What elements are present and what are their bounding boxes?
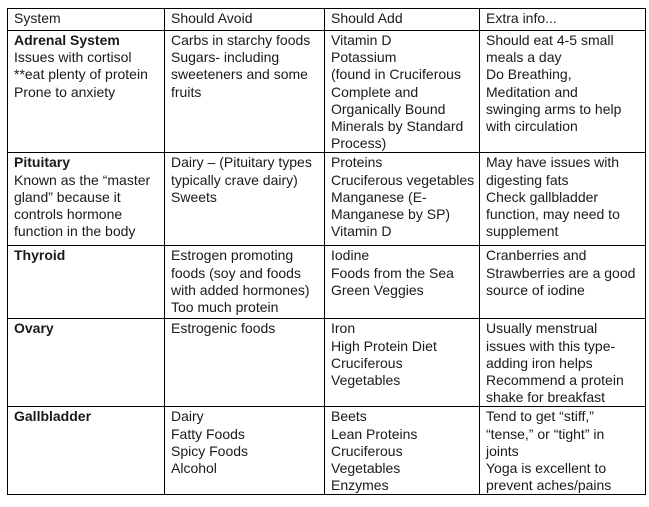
body-systems-table: System Should Avoid Should Add Extra inf…: [7, 8, 646, 496]
table-row-thyroid: Thyroid Estrogen promoting foods (soy an…: [7, 245, 646, 320]
system-name: Adrenal System: [14, 32, 120, 48]
cell-gallbladder-avoid: Dairy Fatty Foods Spicy Foods Alcohol: [164, 406, 325, 496]
cell-adrenal-system: Adrenal System Issues with cortisol **eat…: [7, 29, 165, 154]
cell-thyroid-system: Thyroid: [7, 245, 165, 320]
cell-gallbladder-system: Gallbladder: [7, 406, 165, 496]
system-description: Issues with cortisol **eat plenty of pro…: [14, 49, 148, 100]
cell-pituitary-add: Proteins Cruciferous vegetables Manganes…: [324, 152, 480, 247]
table-row-adrenal: Adrenal System Issues with cortisol **eat…: [7, 29, 646, 154]
cell-pituitary-system: Pituitary Known as the “master gland” bec…: [7, 152, 165, 247]
cell-ovary-add: Iron High Protein Diet Cruciferous Veget…: [324, 318, 480, 408]
cell-adrenal-add: Vitamin D Potassium (found in Cruciferou…: [324, 29, 480, 154]
header-should-avoid: Should Avoid: [164, 8, 325, 31]
table-header-row: System Should Avoid Should Add Extra inf…: [7, 8, 646, 31]
cell-pituitary-extra: May have issues with digesting fats Chec…: [479, 152, 646, 247]
cell-ovary-system: Ovary: [7, 318, 165, 408]
cell-adrenal-extra: Should eat 4-5 small meals a day Do Brea…: [479, 29, 646, 154]
system-name: Gallbladder: [14, 408, 92, 425]
header-system: System: [7, 8, 165, 31]
table-row-ovary: Ovary Estrogenic foods Iron High Protein…: [7, 318, 646, 408]
system-description: Known as the “master gland” because it c…: [14, 171, 151, 240]
cell-gallbladder-add: Beets Lean Proteins Cruciferous Vegetabl…: [324, 406, 480, 496]
cell-thyroid-add: Iodine Foods from the Sea Green Veggies: [324, 245, 480, 320]
system-name: Pituitary: [14, 154, 71, 171]
cell-pituitary-avoid: Dairy – (Pituitary types typically crave…: [164, 152, 325, 247]
system-name: Thyroid: [14, 247, 66, 264]
cell-thyroid-extra: Cranberries and Strawberries are a good …: [479, 245, 646, 320]
table-row-gallbladder: Gallbladder Dairy Fatty Foods Spicy Food…: [7, 406, 646, 496]
cell-gallbladder-extra: Tend to get “stiff,” “tense,” or “tight”…: [479, 406, 646, 496]
cell-ovary-extra: Usually menstrual issues with this type-…: [479, 318, 646, 408]
system-name: Ovary: [14, 320, 54, 337]
table-row-pituitary: Pituitary Known as the “master gland” bec…: [7, 152, 646, 247]
header-should-add: Should Add: [324, 8, 480, 31]
header-extra-info: Extra info...: [479, 8, 646, 31]
cell-adrenal-avoid: Carbs in starchy foods Sugars- including…: [164, 29, 325, 154]
cell-thyroid-avoid: Estrogen promoting foods (soy and foods …: [164, 245, 325, 320]
cell-ovary-avoid: Estrogenic foods: [164, 318, 325, 408]
